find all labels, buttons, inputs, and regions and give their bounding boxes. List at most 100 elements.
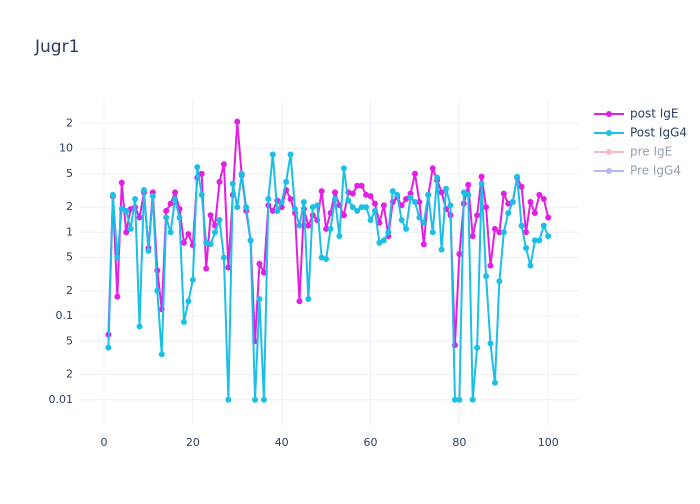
data-point <box>314 202 321 209</box>
data-point <box>403 225 410 232</box>
data-point <box>389 188 396 195</box>
data-point <box>229 180 236 187</box>
data-point <box>158 351 165 358</box>
y-tick-label: 2 <box>66 368 73 381</box>
data-point <box>487 262 494 269</box>
data-point <box>212 229 219 236</box>
data-point <box>292 205 299 212</box>
legend-swatch-marker <box>606 130 612 136</box>
data-point <box>260 269 267 276</box>
legend-item[interactable]: Pre IgG4 <box>594 164 681 178</box>
data-point <box>163 214 170 221</box>
data-point <box>114 293 121 300</box>
data-point <box>425 191 432 198</box>
data-point <box>474 212 481 219</box>
data-point <box>380 237 387 244</box>
data-point <box>256 295 263 302</box>
data-point <box>118 179 125 186</box>
data-point <box>305 295 312 302</box>
legend-label: Post IgG4 <box>630 126 687 140</box>
data-point <box>247 237 254 244</box>
data-point <box>265 195 272 202</box>
data-point <box>203 265 210 272</box>
data-point <box>434 174 441 181</box>
data-point <box>465 181 472 188</box>
data-point <box>500 229 507 236</box>
data-point <box>349 190 356 197</box>
data-point <box>438 189 445 196</box>
y-tick-label: 1 <box>66 225 73 238</box>
y-tick-label: 2 <box>66 116 73 129</box>
data-point <box>238 170 245 177</box>
data-point <box>300 199 307 206</box>
legend-item[interactable]: Post IgG4 <box>594 126 687 140</box>
y-tick-label: 0.01 <box>49 393 74 406</box>
data-point <box>216 178 223 185</box>
data-point <box>398 217 405 224</box>
data-point <box>287 195 294 202</box>
data-point <box>234 118 241 125</box>
data-point <box>385 229 392 236</box>
data-point <box>469 396 476 403</box>
y-tick-label: 10 <box>59 142 73 155</box>
data-point <box>305 222 312 229</box>
data-point <box>456 251 463 258</box>
data-point <box>407 194 414 201</box>
data-point <box>123 229 130 236</box>
data-point <box>518 222 525 229</box>
data-point <box>180 239 187 246</box>
data-point <box>518 183 525 190</box>
data-point <box>376 219 383 226</box>
data-point <box>220 161 227 168</box>
data-point <box>349 204 356 211</box>
y-tick-label: 5 <box>66 334 73 347</box>
data-point <box>500 190 507 197</box>
data-point <box>194 164 201 171</box>
legend-item[interactable]: pre IgE <box>594 145 672 159</box>
data-point <box>540 222 547 229</box>
data-point <box>176 214 183 221</box>
data-point <box>438 246 445 253</box>
x-tick-label: 80 <box>452 436 466 449</box>
data-point <box>420 241 427 248</box>
data-point <box>189 276 196 283</box>
data-point <box>411 199 418 206</box>
legend-swatch-marker <box>606 149 612 155</box>
data-point <box>198 170 205 177</box>
data-point <box>278 199 285 206</box>
data-point <box>411 170 418 177</box>
data-point <box>260 396 267 403</box>
data-point <box>336 233 343 240</box>
data-point <box>531 210 538 217</box>
data-point <box>443 185 450 192</box>
data-point <box>527 199 534 206</box>
legend-label: Pre IgG4 <box>630 164 681 178</box>
data-point <box>207 212 214 219</box>
data-point <box>331 195 338 202</box>
data-point <box>269 207 276 214</box>
data-point <box>274 207 281 214</box>
data-point <box>478 180 485 187</box>
data-point <box>114 254 121 261</box>
data-point <box>523 229 530 236</box>
data-point <box>145 247 152 254</box>
data-point <box>132 195 139 202</box>
data-point <box>496 229 503 236</box>
data-point <box>358 182 365 189</box>
data-point <box>536 237 543 244</box>
x-tick-label: 40 <box>275 436 289 449</box>
y-tick-label: 2 <box>66 200 73 213</box>
legend-label: pre IgE <box>630 145 672 159</box>
data-point <box>127 225 134 232</box>
legend-item[interactable]: post IgE <box>594 107 678 121</box>
data-point <box>216 217 223 224</box>
data-point <box>478 173 485 180</box>
data-point <box>207 241 214 248</box>
data-point <box>451 396 458 403</box>
data-point <box>514 173 521 180</box>
data-point <box>323 225 330 232</box>
chart-title: Jugr1 <box>34 37 79 57</box>
data-point <box>167 200 174 207</box>
data-point <box>180 318 187 325</box>
